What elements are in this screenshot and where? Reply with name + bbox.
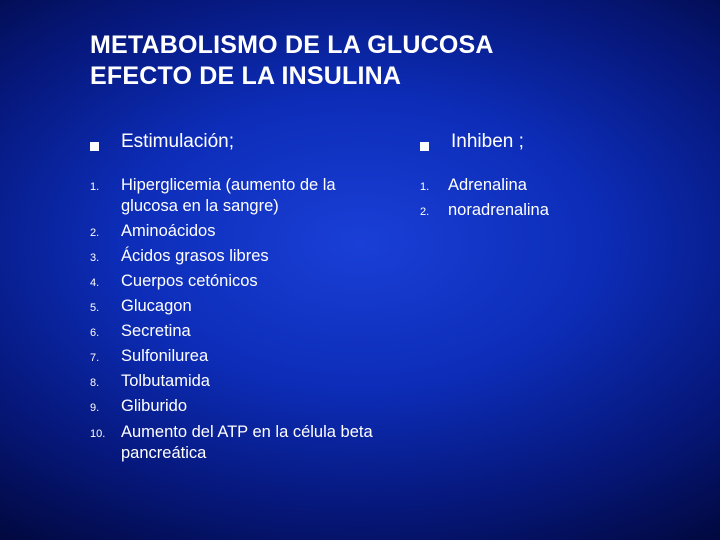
square-bullet-icon xyxy=(420,142,429,151)
left-list-item: 2.Aminoácidos xyxy=(90,221,390,242)
square-bullet-icon xyxy=(90,142,99,151)
list-number: 4. xyxy=(90,277,121,289)
left-list-item: 4.Cuerpos cetónicos xyxy=(90,271,390,292)
content-columns: Estimulación; 1.Hiperglicemia (aumento d… xyxy=(90,131,670,468)
left-column: Estimulación; 1.Hiperglicemia (aumento d… xyxy=(90,131,390,468)
list-number: 3. xyxy=(90,252,121,264)
list-number: 9. xyxy=(90,402,121,414)
right-list-item: 2.noradrenalina xyxy=(420,200,620,221)
title-line-1: METABOLISMO DE LA GLUCOSA xyxy=(90,31,494,59)
right-heading: Inhiben ; xyxy=(451,131,524,153)
list-text: Aminoácidos xyxy=(121,221,215,242)
list-text: Adrenalina xyxy=(448,175,527,196)
slide-title: METABOLISMO DE LA GLUCOSA EFECTO DE LA I… xyxy=(90,30,670,93)
left-list-item: 3.Ácidos grasos libres xyxy=(90,246,390,267)
left-list-item: 7.Sulfonilurea xyxy=(90,346,390,367)
list-text: Glucagon xyxy=(121,296,192,317)
title-line-2: EFECTO DE LA INSULINA xyxy=(90,62,401,90)
left-list-item: 1.Hiperglicemia (aumento de la glucosa e… xyxy=(90,175,390,217)
list-text: Sulfonilurea xyxy=(121,346,208,367)
right-list: 1.Adrenalina2.noradrenalina xyxy=(420,175,620,225)
left-heading: Estimulación; xyxy=(121,131,234,153)
slide: METABOLISMO DE LA GLUCOSA EFECTO DE LA I… xyxy=(0,0,720,540)
left-list-item: 10.Aumento del ATP en la célula beta pan… xyxy=(90,422,390,464)
list-number: 1. xyxy=(90,181,121,193)
list-text: Gliburido xyxy=(121,396,187,417)
list-number: 1. xyxy=(420,181,448,193)
list-text: Secretina xyxy=(121,321,191,342)
list-text: noradrenalina xyxy=(448,200,549,221)
list-number: 10. xyxy=(90,428,121,440)
left-list: 1.Hiperglicemia (aumento de la glucosa e… xyxy=(90,175,390,468)
list-text: Ácidos grasos libres xyxy=(121,246,269,267)
list-text: Hiperglicemia (aumento de la glucosa en … xyxy=(121,175,390,217)
left-list-item: 9.Gliburido xyxy=(90,396,390,417)
list-number: 6. xyxy=(90,327,121,339)
right-list-item: 1.Adrenalina xyxy=(420,175,620,196)
list-number: 8. xyxy=(90,377,121,389)
left-list-item: 8.Tolbutamida xyxy=(90,371,390,392)
left-list-item: 5.Glucagon xyxy=(90,296,390,317)
left-heading-row: Estimulación; xyxy=(90,131,390,153)
right-heading-row: Inhiben ; xyxy=(420,131,620,153)
list-number: 7. xyxy=(90,352,121,364)
list-number: 5. xyxy=(90,302,121,314)
list-text: Aumento del ATP en la célula beta pancre… xyxy=(121,422,390,464)
list-number: 2. xyxy=(90,227,121,239)
right-column: Inhiben ; 1.Adrenalina2.noradrenalina xyxy=(420,131,620,468)
list-text: Tolbutamida xyxy=(121,371,210,392)
list-number: 2. xyxy=(420,206,448,218)
list-text: Cuerpos cetónicos xyxy=(121,271,258,292)
left-list-item: 6.Secretina xyxy=(90,321,390,342)
